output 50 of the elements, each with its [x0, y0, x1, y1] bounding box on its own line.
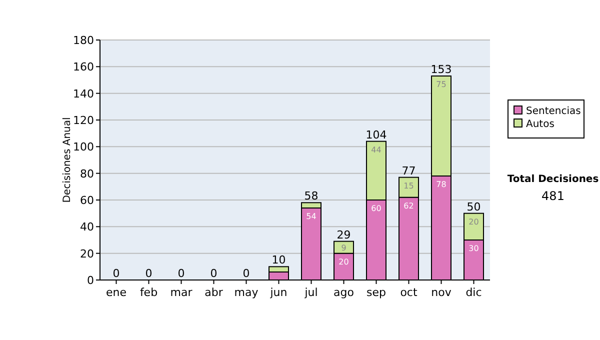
total-label: 77 — [402, 164, 416, 178]
total-label: 104 — [366, 128, 387, 142]
total-label: 29 — [336, 228, 351, 242]
y-tick-label: 20 — [80, 247, 94, 260]
total-label: 10 — [272, 254, 286, 267]
x-tick-label: abr — [204, 286, 224, 299]
y-tick-label: 160 — [73, 60, 94, 74]
data-label: 60 — [371, 204, 382, 213]
y-tick-label: 140 — [73, 87, 94, 100]
x-tick-label: nov — [431, 286, 452, 299]
x-tick-label: mar — [170, 286, 193, 299]
x-tick-label: jun — [269, 286, 288, 299]
text: 481 — [542, 189, 564, 203]
total-label: 0 — [178, 267, 185, 280]
y-tick-label: 60 — [80, 194, 94, 207]
data-label: 62 — [404, 201, 414, 210]
data-label: 30 — [468, 244, 479, 253]
legend-label: Sentencias — [526, 106, 581, 117]
data-label: 44 — [371, 145, 382, 154]
x-tick-label: may — [234, 286, 259, 299]
data-label: 54 — [306, 212, 316, 221]
x-tick-label: sep — [366, 286, 386, 299]
total-label: 153 — [430, 63, 452, 76]
total-label: 0 — [145, 267, 152, 280]
x-tick-label: jul — [304, 286, 318, 299]
total-label: 0 — [210, 267, 218, 280]
y-tick-label: 40 — [80, 220, 94, 234]
data-label: 20 — [468, 217, 479, 226]
y-tick-label: 120 — [73, 114, 94, 127]
data-label: 75 — [436, 80, 446, 89]
y-tick-label: 180 — [73, 34, 94, 47]
x-tick-label: feb — [140, 286, 158, 299]
data-label: 15 — [404, 181, 414, 190]
text: Total Decisiones — [507, 174, 599, 185]
y-axis-title: Decisiones Anual — [62, 117, 73, 203]
x-tick-label: oct — [400, 286, 418, 299]
total-label: 50 — [466, 200, 481, 214]
legend-label: Autos — [526, 119, 554, 130]
data-label: 20 — [338, 257, 349, 266]
y-tick-label: 80 — [80, 167, 94, 180]
total-label: 58 — [304, 190, 318, 203]
x-tick-label: ene — [106, 286, 127, 299]
x-tick-label: ago — [334, 286, 354, 299]
total-label: 0 — [112, 267, 120, 280]
y-tick-label: 0 — [87, 274, 94, 287]
x-tick-label: dic — [466, 286, 482, 299]
data-label: 78 — [436, 180, 446, 189]
data-label: 9 — [341, 243, 346, 252]
total-label: 0 — [242, 267, 250, 280]
y-tick-label: 100 — [73, 140, 94, 154]
